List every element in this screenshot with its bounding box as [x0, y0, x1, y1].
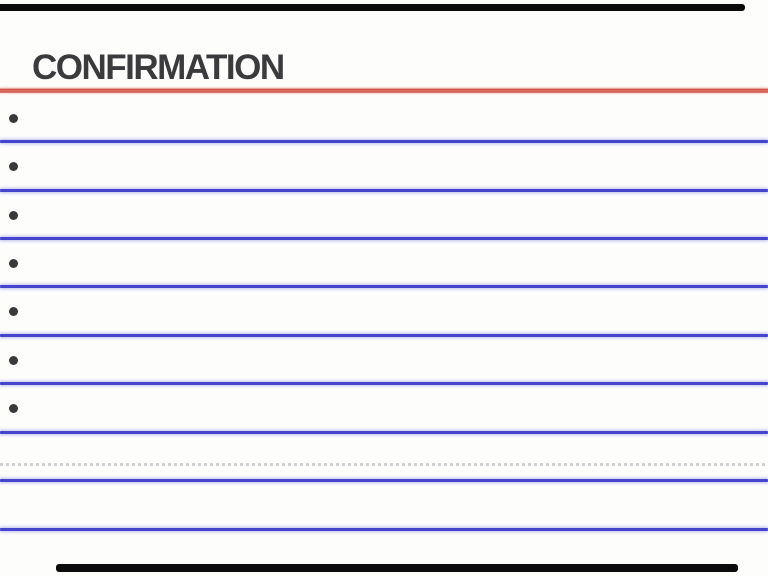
- bullet-dot: [9, 306, 18, 316]
- ruled-line: [0, 382, 768, 385]
- ruled-line: [0, 189, 768, 192]
- bullet-dot: [9, 161, 18, 171]
- bullet-dot: [9, 113, 18, 123]
- bullet-dot: [9, 210, 18, 220]
- ruled-line: [0, 140, 768, 143]
- ruled-line: [0, 479, 768, 482]
- faint-dashed-artifact-line: [0, 463, 768, 466]
- bullet-dot: [9, 258, 18, 268]
- page-title: CONFIRMATION: [32, 48, 285, 87]
- ruled-line: [0, 431, 768, 434]
- ruled-line: [0, 237, 768, 240]
- title-underline-rule: [0, 88, 768, 93]
- bullet-dot: [9, 355, 18, 365]
- ruled-line: [0, 285, 768, 288]
- scan-artifact-bottom-bar: [56, 564, 738, 572]
- ruled-line: [0, 334, 768, 337]
- ruled-line: [0, 528, 768, 531]
- scan-artifact-top-bar: [0, 4, 745, 11]
- bullet-dot: [9, 403, 18, 413]
